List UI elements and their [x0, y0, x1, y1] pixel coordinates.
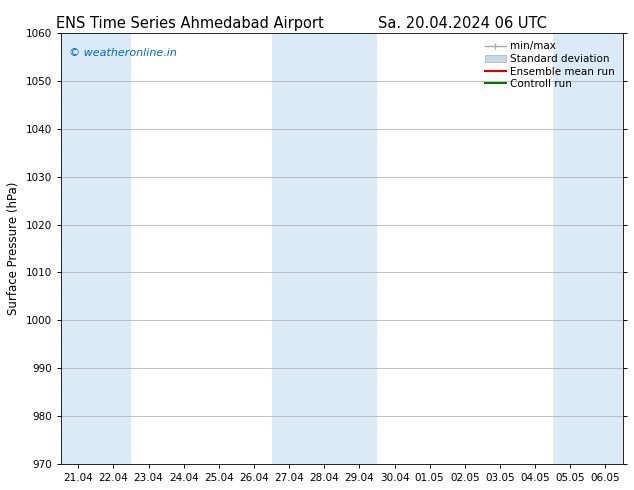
- Bar: [271, 33, 377, 464]
- Text: Sa. 20.04.2024 06 UTC: Sa. 20.04.2024 06 UTC: [378, 16, 547, 31]
- Legend: min/max, Standard deviation, Ensemble mean run, Controll run: min/max, Standard deviation, Ensemble me…: [482, 38, 618, 92]
- Bar: [61, 33, 131, 464]
- Bar: [553, 33, 623, 464]
- Text: © weatheronline.in: © weatheronline.in: [69, 48, 177, 58]
- Y-axis label: Surface Pressure (hPa): Surface Pressure (hPa): [7, 182, 20, 315]
- Text: ENS Time Series Ahmedabad Airport: ENS Time Series Ahmedabad Airport: [56, 16, 324, 31]
